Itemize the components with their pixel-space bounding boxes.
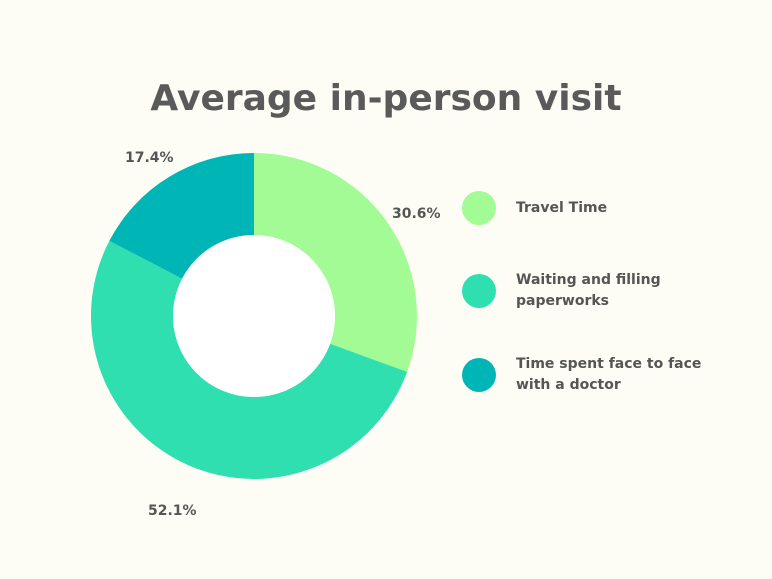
legend-swatch-travel-time — [462, 191, 496, 225]
slice-travel-time — [254, 153, 418, 372]
chart-title: Average in-person visit — [150, 78, 622, 119]
legend-label-travel-time: Travel Time — [516, 199, 608, 216]
legend-swatch-face-to-face — [462, 358, 496, 392]
donut-hole — [173, 235, 335, 397]
slice-waiting-paperworks — [90, 240, 408, 479]
data-label-waiting-paperworks: 52.1% — [148, 503, 197, 519]
data-label-face-to-face: 17.4% — [125, 150, 174, 166]
legend-item-face-to-face: Time spent face to face with a doctor — [462, 354, 706, 396]
legend-swatch-waiting-paperworks — [462, 274, 496, 308]
slice-face-to-face — [109, 153, 254, 279]
legend-item-travel-time: Travel Time — [462, 191, 706, 225]
legend-label-waiting-paperworks: Waiting and filling paperworks — [516, 272, 661, 309]
legend-item-waiting-paperworks: Waiting and filling paperworks — [462, 270, 706, 312]
legend-label-face-to-face: Time spent face to face with a doctor — [516, 356, 702, 393]
data-label-travel-time: 30.6% — [392, 206, 441, 222]
